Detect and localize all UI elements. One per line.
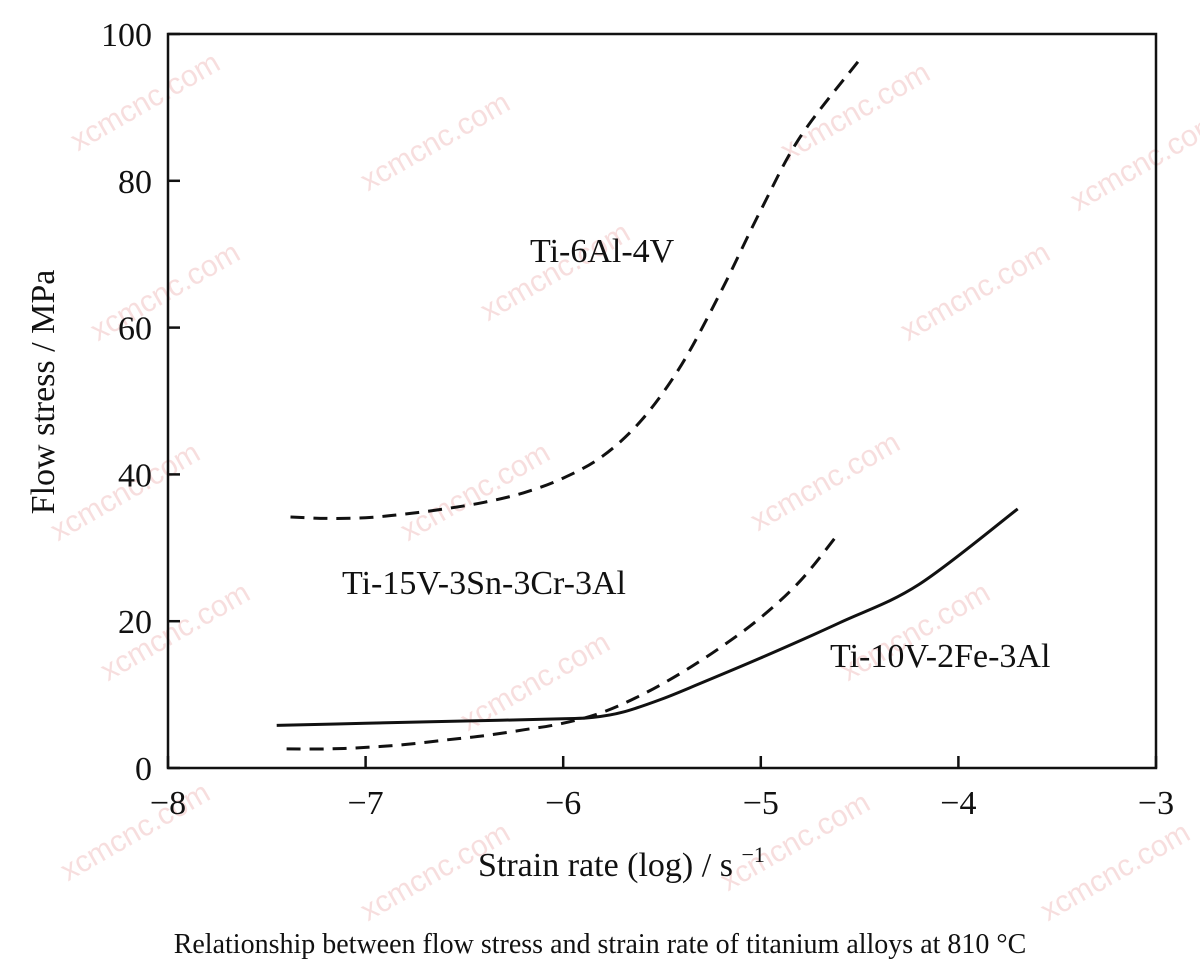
series-layer [276,58,1019,751]
watermark-text: xcmcnc.com [85,236,246,348]
y-tick-label: 60 [118,311,152,348]
x-axis-title: Strain rate (log) / s −1 [478,842,765,884]
watermark-text: xcmcnc.com [355,86,516,198]
series-line-ti-6al-4v [290,58,861,520]
y-tick-label: 40 [118,457,152,494]
watermark-text: xcmcnc.com [775,56,936,168]
series-label-ti15v: Ti-15V-3Sn-3Cr-3Al [342,565,626,602]
y-tick-label: 20 [118,604,152,641]
y-tick-label: 100 [101,17,152,54]
x-tick-label: −4 [940,785,976,822]
series-line-ti-15v-3sn-3cr-3al [286,535,838,751]
plot-frame [166,32,1158,770]
series-label-ti6al4v: Ti-6Al-4V [530,233,675,270]
watermark-text: xcmcnc.com [1065,106,1200,218]
x-axis-title-main: Strain rate (log) / s [478,847,733,884]
x-tick-label: −8 [150,785,186,822]
watermark-text: xcmcnc.com [55,776,216,888]
axis-ticks [166,32,1158,770]
watermark-layer: xcmcnc.com xcmcnc.com xcmcnc.com xcmcnc.com… [45,46,1200,928]
x-tick-label: −6 [545,785,581,822]
y-axis-title: Flow stress / MPa [25,270,62,515]
x-tick-label: −3 [1138,785,1174,822]
axis-tick-labels: −8 −7 −6 −5 −4 −3 0 20 40 60 80 100 [101,17,1174,822]
figure-caption: Relationship between flow stress and str… [174,929,1027,960]
y-tick-label: 80 [118,164,152,201]
watermark-text: xcmcnc.com [1035,816,1196,928]
watermark-text: xcmcnc.com [65,46,226,158]
series-line-ti-10v-2fe-3al [276,507,1019,727]
y-tick-label: 0 [135,751,152,788]
watermark-text: xcmcnc.com [745,426,906,538]
x-tick-label: −7 [348,785,384,822]
x-tick-label: −5 [743,785,779,822]
series-label-ti10v: Ti-10V-2Fe-3Al [830,638,1050,675]
watermark-text: xcmcnc.com [895,236,1056,348]
x-axis-title-superscript: −1 [741,842,764,867]
